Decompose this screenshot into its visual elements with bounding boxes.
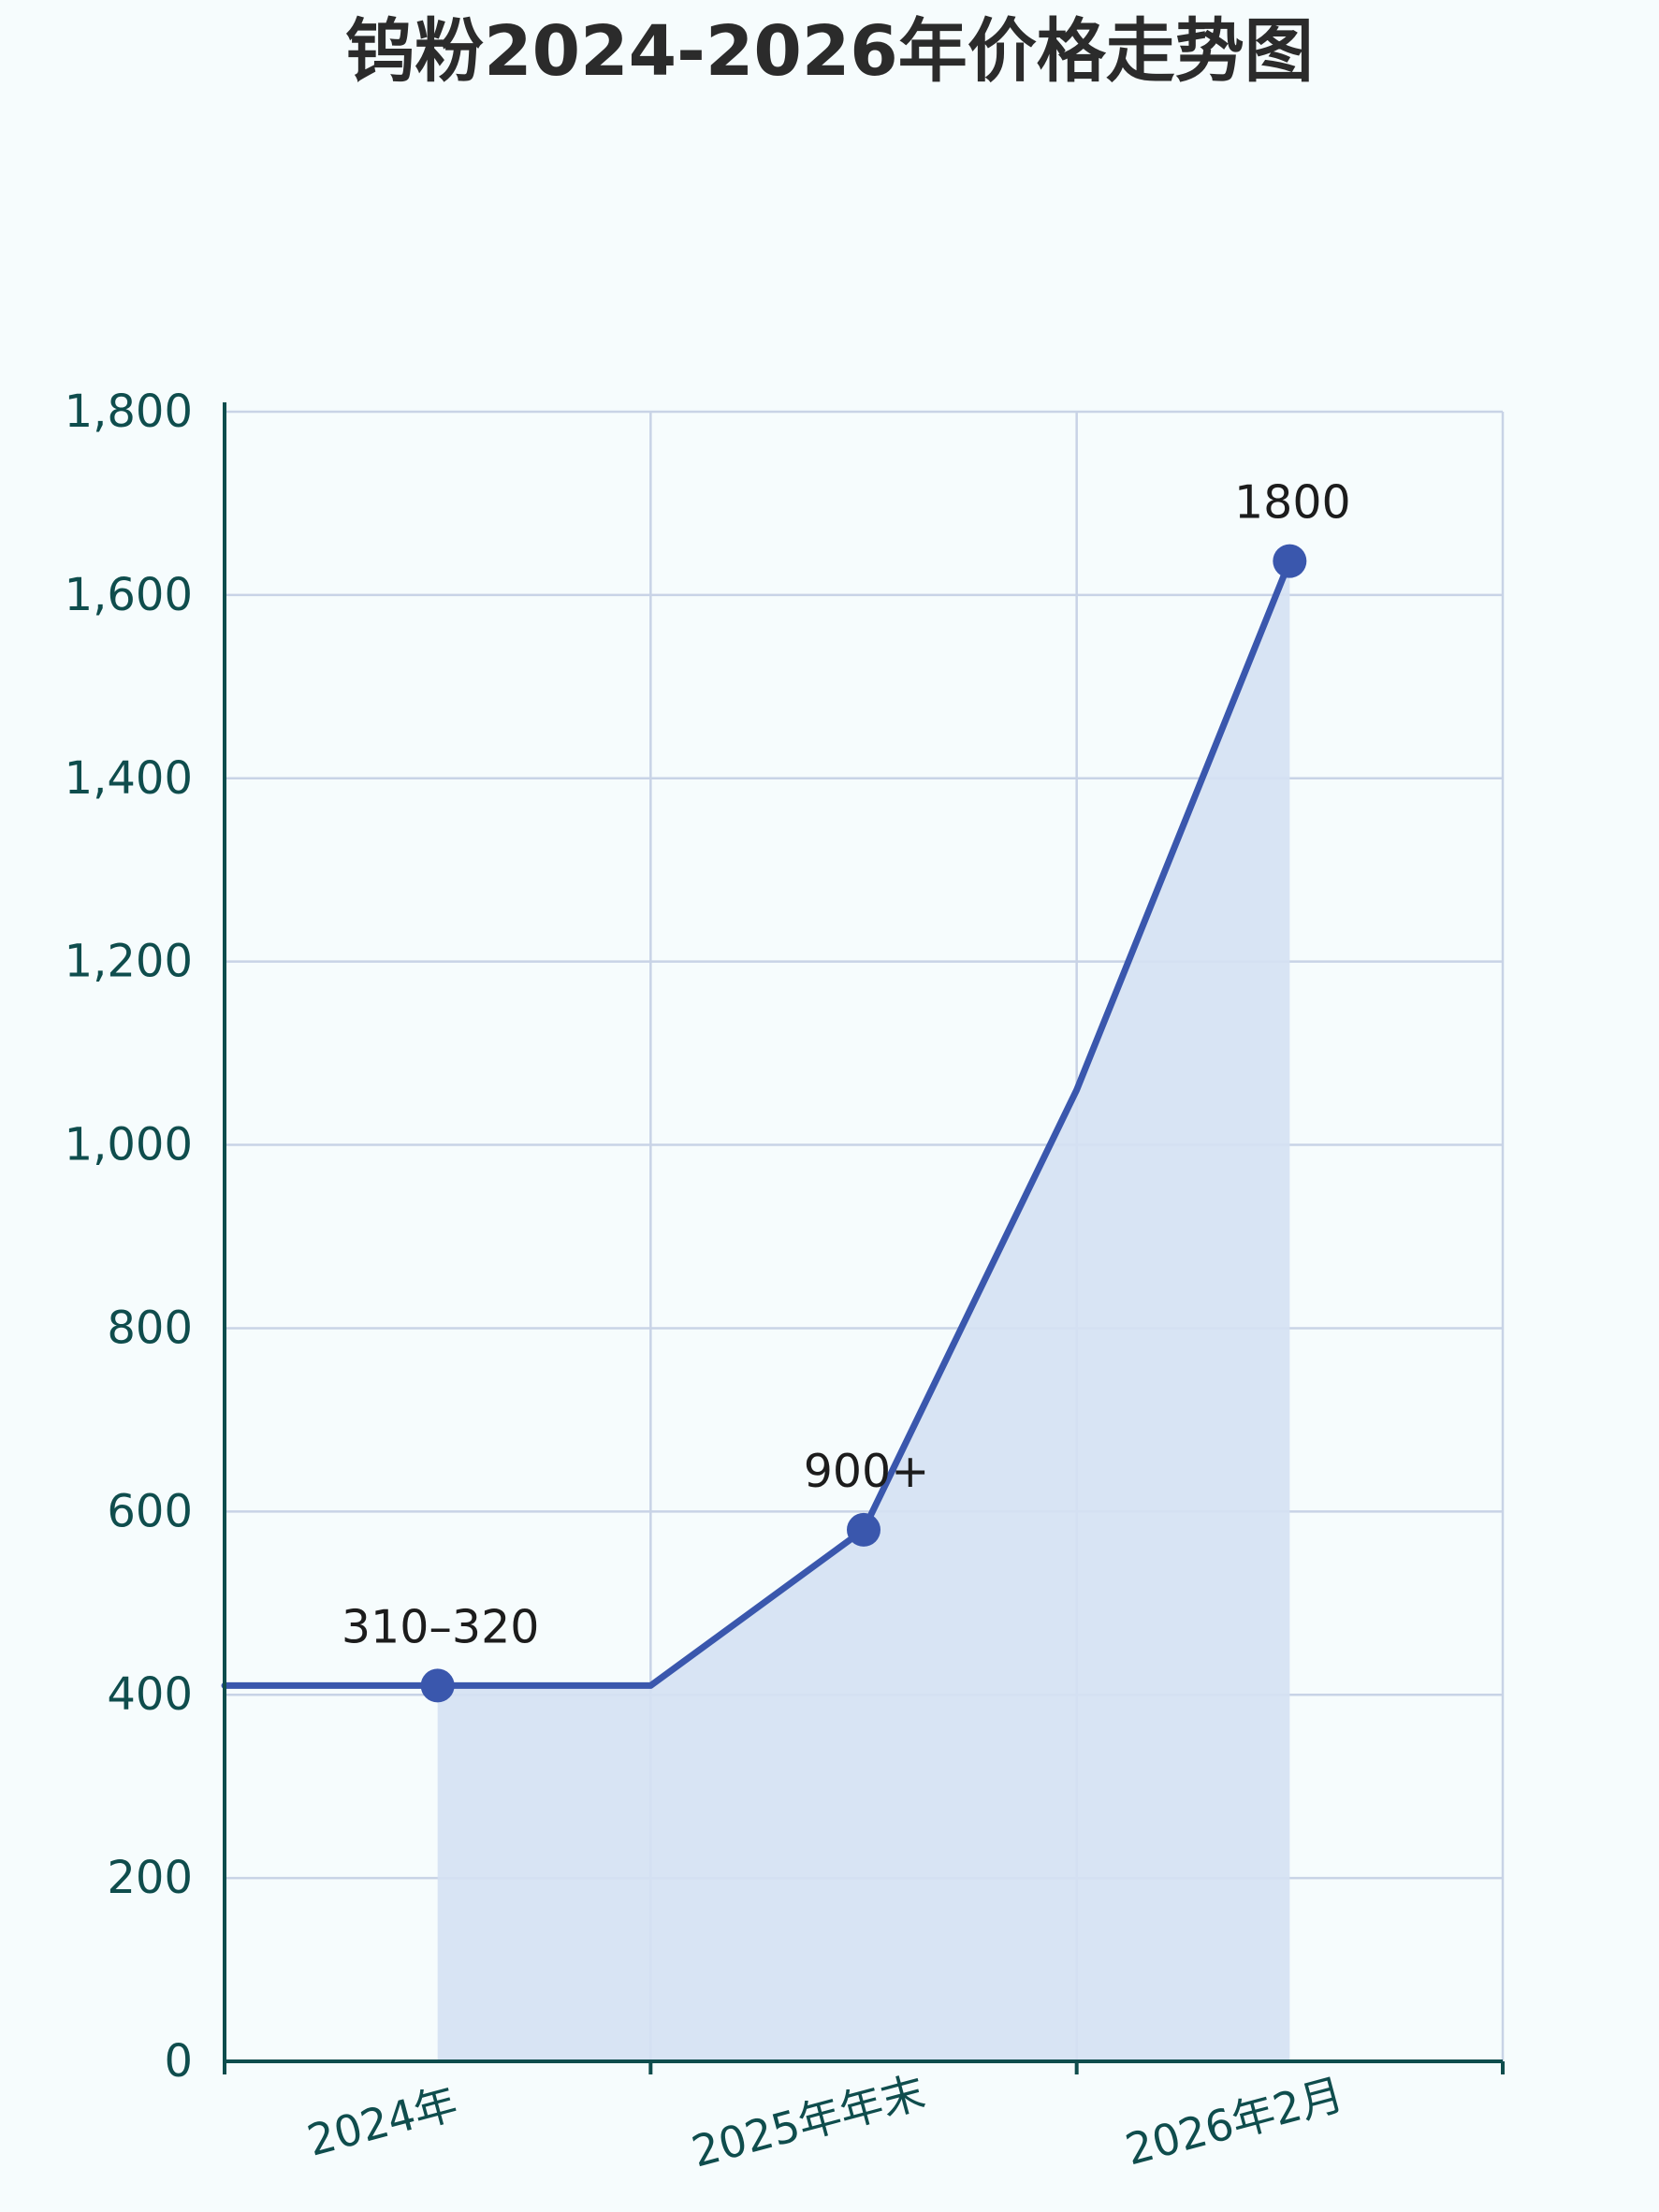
x-tick-label: 2025年年末 bbox=[687, 2066, 930, 2176]
y-tick-label: 0 bbox=[164, 2035, 193, 2088]
area-fill bbox=[437, 560, 1290, 2061]
y-tick-label: 400 bbox=[107, 1668, 193, 1721]
y-tick-label: 1,800 bbox=[65, 386, 193, 438]
data-labels: 310–320 900+ 1800 bbox=[342, 476, 1351, 1654]
y-tick-label: 1,400 bbox=[65, 752, 193, 805]
data-label: 310–320 bbox=[342, 1600, 540, 1653]
chart-title: 钨粉2024-2026年价格走势图 bbox=[345, 11, 1314, 92]
y-tick-label: 1,200 bbox=[65, 936, 193, 988]
data-point bbox=[420, 1668, 455, 1703]
data-point bbox=[847, 1512, 880, 1547]
series-line bbox=[221, 558, 1293, 1689]
x-tick-label: 2024年 bbox=[302, 2077, 462, 2165]
y-tick-label: 600 bbox=[107, 1485, 193, 1537]
data-point bbox=[1273, 544, 1307, 578]
y-tick-label: 1,000 bbox=[65, 1119, 193, 1171]
data-label: 1800 bbox=[1234, 476, 1351, 530]
data-label: 900+ bbox=[804, 1445, 930, 1498]
line-layer bbox=[221, 558, 1293, 1689]
x-tick-label: 2026年2月 bbox=[1120, 2069, 1348, 2176]
area-layer bbox=[437, 560, 1290, 2061]
data-points bbox=[420, 544, 1307, 1703]
y-tick-label: 1,600 bbox=[65, 569, 193, 621]
axis-layer bbox=[223, 402, 1505, 2074]
y-tick-label: 200 bbox=[107, 1852, 193, 1904]
y-tick-label: 800 bbox=[107, 1302, 193, 1354]
